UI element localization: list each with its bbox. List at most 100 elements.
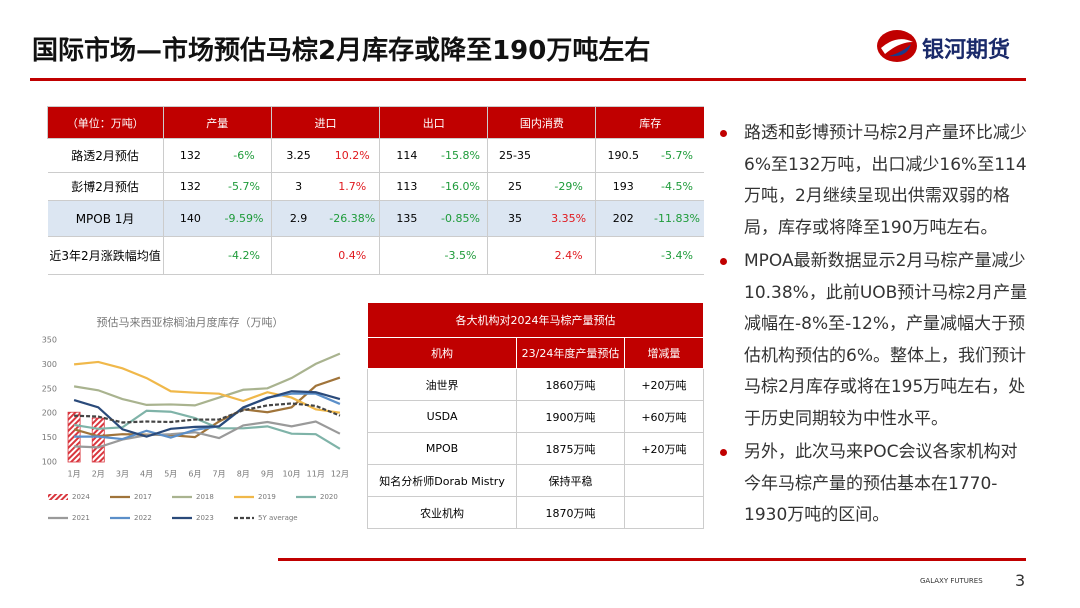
table-cell: 0.4% [325, 236, 380, 275]
x-tick-label: 5月 [164, 470, 177, 479]
bullet: 路透和彭博预计马棕2月产量环比减少6%至132万吨，出口减少16%至114万吨，… [718, 118, 1033, 244]
x-tick-label: 11月 [307, 470, 325, 479]
table-cell: -11.83% [650, 200, 704, 237]
table-cell: 知名分析师Dorab Mistry [366, 464, 518, 497]
table-cell: -4.2% [217, 236, 272, 275]
series-line [74, 420, 341, 449]
table-cell: 1875万吨 [516, 432, 625, 465]
table-cell: 113 [379, 172, 434, 201]
bullets: 路透和彭博预计马棕2月产量环比减少6%至132万吨，出口减少16%至114万吨，… [718, 118, 1033, 534]
table-cell [623, 464, 705, 497]
y-tick-label: 250 [42, 384, 57, 393]
table-cell: 1900万吨 [516, 400, 625, 433]
bullet-dot [720, 449, 727, 456]
table-cell: -0.85% [433, 200, 488, 237]
footer-brand: GALAXY FUTURES [920, 577, 983, 585]
series-line [74, 402, 341, 424]
table-cell: -26.38% [325, 200, 380, 237]
legend-label: 2024 [72, 493, 90, 501]
table-cell: 油世界 [366, 368, 518, 401]
table-row: 农业机构 1870万吨 [366, 496, 705, 529]
table-cell: -16.0% [433, 172, 488, 201]
bullet-text: 路透和彭博预计马棕2月产量环比减少6%至132万吨，出口减少16%至114万吨，… [744, 123, 1027, 238]
header-cell: 产量 [162, 106, 272, 139]
bullet-dot [720, 258, 727, 265]
table-cell: 1.7% [325, 172, 380, 201]
table-row: MPOB 1875万吨 +20万吨 [366, 432, 705, 465]
series-line [74, 392, 341, 441]
title-rule [30, 78, 1026, 81]
series-line [73, 409, 341, 450]
header-row: （单位：万吨） 产量 进口 出口 国内消费 库存 [47, 106, 704, 139]
y-tick-label: 200 [42, 409, 57, 418]
page-number: 3 [1015, 571, 1026, 590]
table-cell: -6% [217, 138, 272, 173]
y-tick-label: 350 [42, 336, 57, 345]
table-cell: 132 [162, 172, 218, 201]
table-cell [541, 138, 596, 173]
stock-chart: 预估马来西亚棕榈油月度库存（万吨） 100 150 200 250 300 350 1月 2月 3… [42, 315, 349, 522]
header-row: 机构 23/24年度产量预估 增减量 [366, 337, 705, 369]
table-row: MPOB 1月 140 -9.59% 2.9 -26.38% 135 -0.85% 35 3.3… [47, 200, 704, 237]
series-line [73, 360, 341, 414]
table-row: 油世界 1860万吨 +20万吨 [366, 368, 705, 401]
bullet-text: 另外，此次马来POC会议各家机构对今年马棕产量的预估基本在1770-1930万吨… [744, 442, 1018, 525]
chart-title: 预估马来西亚棕榈油月度库存（万吨） [97, 315, 284, 329]
bullet: MPOA最新数据显示2月马棕产量减少10.38%，此前UOB预计马棕2月产量减幅… [718, 246, 1033, 435]
x-tick-label: 8月 [237, 470, 250, 479]
title-row: 各大机构对2024年马棕产量预估 [367, 302, 704, 338]
header-cell: 机构 [366, 337, 518, 369]
table-cell: 35 [487, 200, 542, 237]
x-tick-label: 7月 [213, 470, 226, 479]
table-cell: 25-35 [487, 138, 542, 173]
table-cell: -29% [541, 172, 596, 201]
table-cell: +60万吨 [623, 400, 705, 433]
header-cell: 国内消费 [487, 106, 596, 139]
series-line [73, 352, 341, 407]
table-cell: 3.35% [541, 200, 596, 237]
header-cell: 23/24年度产量预估 [516, 337, 625, 369]
table-cell: 135 [379, 200, 434, 237]
forecast-table: （单位：万吨） 产量 进口 出口 国内消费 库存 路透2月预估 132 -6% 3.25 10.2%… [47, 106, 704, 275]
table-cell: +20万吨 [623, 432, 705, 465]
legend-swatch [48, 494, 68, 500]
x-tick-label: 3月 [116, 470, 129, 479]
table-cell: -4.5% [650, 172, 704, 201]
table-cell: 保持平稳 [516, 464, 625, 497]
footer-rule [278, 558, 1026, 561]
table-cell: 193 [595, 172, 651, 201]
legend-label: 2018 [196, 493, 214, 501]
legend-label: 2017 [134, 493, 152, 501]
table-cell: 农业机构 [366, 496, 518, 529]
table-cell [162, 236, 218, 275]
table-cell [595, 236, 651, 275]
table-cell: 近3年2月涨跌幅均值 [47, 236, 164, 275]
x-tick-label: 10月 [282, 470, 300, 479]
header-cell: 增减量 [623, 337, 705, 369]
table-row: 彭博2月预估 132 -5.7% 3 1.7% 113 -16.0% 25 -29% 193 -4.… [47, 172, 704, 201]
table-cell: 2.9 [270, 200, 326, 237]
table-cell: 路透2月预估 [47, 138, 164, 173]
table-cell [623, 496, 705, 529]
table-cell: 3 [270, 172, 326, 201]
table-cell: -15.8% [433, 138, 488, 173]
table-cell: 202 [595, 200, 651, 237]
bullet-dot [720, 130, 727, 137]
legend-label: 2019 [258, 493, 276, 501]
table-cell [487, 236, 542, 275]
x-tick-label: 9月 [261, 470, 274, 479]
table-cell [379, 236, 434, 275]
legend-label: 2022 [134, 514, 152, 522]
table-cell: -5.7% [650, 138, 704, 173]
table-cell: 140 [162, 200, 218, 237]
table-cell: -9.59% [217, 200, 272, 237]
title: 国际市场—市场预估马棕2月库存或降至190万吨左右 [32, 36, 651, 66]
table-cell: 1860万吨 [516, 368, 625, 401]
table-title: 各大机构对2024年马棕产量预估 [367, 302, 704, 338]
header-cell: 出口 [379, 106, 488, 139]
x-tick-label: 6月 [188, 470, 201, 479]
table-row: USDA 1900万吨 +60万吨 [366, 400, 705, 433]
y-tick-label: 150 [42, 433, 57, 442]
table-cell: USDA [366, 400, 518, 433]
